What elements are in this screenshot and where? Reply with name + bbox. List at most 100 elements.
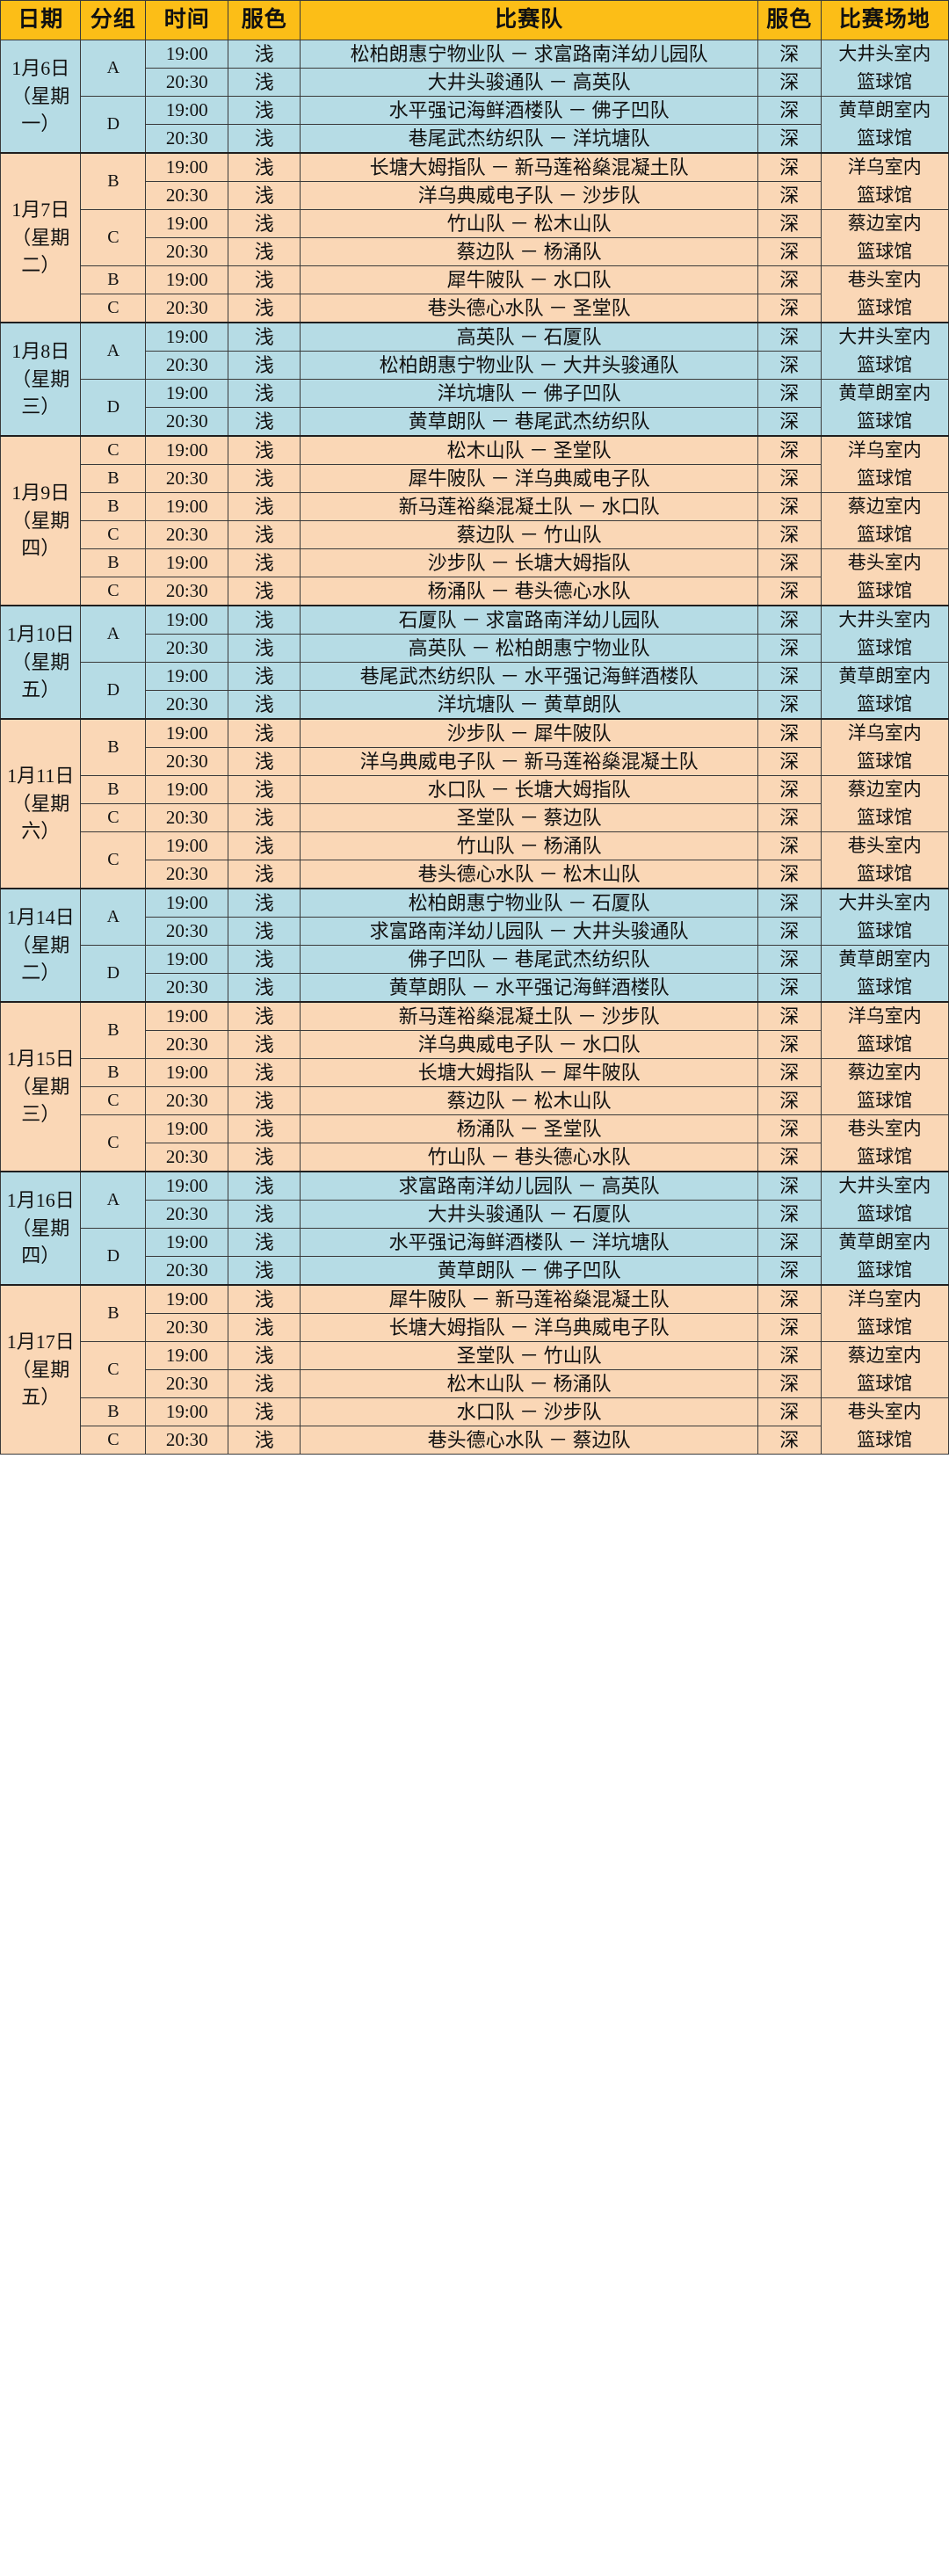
match-cell: 石厦队 － 求富路南洋幼儿园队 <box>300 605 758 635</box>
group-cell: C <box>80 1086 147 1115</box>
date-cell: 1月8日 （星期三） <box>0 322 82 437</box>
away-kit-color-cell: 深 <box>757 1426 822 1455</box>
table-row: 20:30 浅长塘大姆指队 － 洋乌典威电子队深 <box>1 1313 949 1342</box>
table-row: 1月16日 （星期四） A 19:00 浅求富路南洋幼儿园队 － 高英队深大井头室内 篮球… <box>0 1171 949 1286</box>
table-row: D 19:00 浅洋坑塘队 － 佛子凹队深黄草朗室内 篮球馆 <box>1 379 949 437</box>
match-cell: 高英队 － 石厦队 <box>300 322 758 352</box>
match-cell: 犀牛陂队 － 水口队 <box>300 265 758 294</box>
group-cell: C <box>80 520 147 549</box>
match-cell: 松木山队 － 圣堂队 <box>300 435 758 466</box>
time-cell: 20:30 <box>145 1030 229 1059</box>
home-kit-color-cell: 浅 <box>228 237 301 266</box>
away-kit-color-cell: 深 <box>757 1030 822 1059</box>
time-cell: 19:00 <box>145 96 229 125</box>
away-kit-color-cell: 深 <box>757 1228 822 1257</box>
time-cell: 19:00 <box>145 945 229 974</box>
home-kit-color-cell: 浅 <box>228 917 301 946</box>
match-cell: 大井头骏通队 － 石厦队 <box>300 1200 758 1229</box>
date-cell: 1月6日 （星期一） <box>0 40 82 154</box>
column-header-home-color: 服色 <box>228 0 301 40</box>
table-row: B 20:30 浅犀牛陂队 － 洋乌典威电子队深 <box>1 464 949 493</box>
away-kit-color-cell: 深 <box>757 662 822 691</box>
match-cell: 佛子凹队 － 巷尾武杰纺织队 <box>300 945 758 974</box>
column-header-time: 时间 <box>145 0 229 40</box>
table-row: 20:30 浅巷尾武杰纺织队 － 洋坑塘队深 <box>1 123 949 154</box>
venue-cell: 蔡边室内 篮球馆 <box>820 775 949 832</box>
home-kit-color-cell: 浅 <box>228 576 301 606</box>
match-cell: 巷头德心水队 － 松木山队 <box>300 859 758 889</box>
table-row: 20:30 浅黄草朗队 － 巷尾武杰纺织队深 <box>1 406 949 437</box>
home-kit-color-cell: 浅 <box>228 1171 301 1201</box>
group-cell: A <box>80 40 147 97</box>
match-cell: 黄草朗队 － 巷尾武杰纺织队 <box>300 406 758 437</box>
time-cell: 19:00 <box>145 492 229 521</box>
table-row: C 19:00 浅圣堂队 － 竹山队深蔡边室内 篮球馆 <box>1 1341 949 1398</box>
match-cell: 水口队 － 沙步队 <box>300 1397 758 1426</box>
match-schedule-table: 日期 分组 时间 服色 比赛队 服色 比赛场地 1月6日 （星期一） A 19:00 浅… <box>0 0 949 1455</box>
away-kit-color-cell: 深 <box>757 576 822 606</box>
home-kit-color-cell: 浅 <box>228 520 301 549</box>
time-cell: 20:30 <box>145 1426 229 1455</box>
match-cell: 水平强记海鲜酒楼队 － 洋坑塘队 <box>300 1228 758 1257</box>
time-cell: 20:30 <box>145 859 229 889</box>
table-row: 20:30 浅黄草朗队 － 佛子凹队深 <box>1 1255 949 1286</box>
table-row: C 20:30 浅杨涌队 － 巷头德心水队深 <box>1 576 949 606</box>
away-kit-color-cell: 深 <box>757 718 822 749</box>
home-kit-color-cell: 浅 <box>228 1114 301 1143</box>
away-kit-color-cell: 深 <box>757 209 822 238</box>
group-cell: D <box>80 945 147 1003</box>
home-kit-color-cell: 浅 <box>228 831 301 860</box>
away-kit-color-cell: 深 <box>757 181 822 210</box>
venue-cell: 大井头室内 篮球馆 <box>820 1171 949 1229</box>
away-kit-color-cell: 深 <box>757 1313 822 1342</box>
group-cell: B <box>80 492 147 521</box>
match-cell: 杨涌队 － 巷头德心水队 <box>300 576 758 606</box>
venue-cell: 蔡边室内 篮球馆 <box>820 492 949 549</box>
home-kit-color-cell: 浅 <box>228 945 301 974</box>
match-cell: 新马莲裕燊混凝土队 － 水口队 <box>300 492 758 521</box>
group-cell: B <box>80 265 147 294</box>
time-cell: 19:00 <box>145 662 229 691</box>
venue-cell: 黄草朗室内 篮球馆 <box>820 379 949 437</box>
group-cell: C <box>80 209 147 266</box>
home-kit-color-cell: 浅 <box>228 322 301 352</box>
match-cell: 长塘大姆指队 － 新马莲裕燊混凝土队 <box>300 152 758 183</box>
group-cell: C <box>80 435 147 466</box>
away-kit-color-cell: 深 <box>757 634 822 663</box>
match-cell: 巷尾武杰纺织队 － 水平强记海鲜酒楼队 <box>300 662 758 691</box>
time-cell: 20:30 <box>145 123 229 154</box>
venue-cell: 巷头室内 篮球馆 <box>820 1397 949 1455</box>
group-cell: C <box>80 1114 147 1172</box>
venue-cell: 黄草朗室内 篮球馆 <box>820 662 949 720</box>
away-kit-color-cell: 深 <box>757 888 822 918</box>
home-kit-color-cell: 浅 <box>228 1058 301 1087</box>
time-cell: 20:30 <box>145 972 229 1003</box>
time-cell: 19:00 <box>145 1171 229 1201</box>
table-row: 20:30 浅大井头骏通队 － 高英队深 <box>1 68 949 97</box>
time-cell: 20:30 <box>145 1313 229 1342</box>
header-row: 日期 分组 时间 服色 比赛队 服色 比赛场地 <box>0 0 949 40</box>
away-kit-color-cell: 深 <box>757 1142 822 1172</box>
venue-cell: 大井头室内 篮球馆 <box>820 888 949 946</box>
table-row: B 19:00 浅沙步队 － 长塘大姆指队深巷头室内 篮球馆 <box>1 548 949 606</box>
home-kit-color-cell: 浅 <box>228 1200 301 1229</box>
home-kit-color-cell: 浅 <box>228 747 301 776</box>
date-label: 1月11日 （星期六） <box>7 764 75 843</box>
away-kit-color-cell: 深 <box>757 40 822 69</box>
table-row: 1月9日 （星期四） C 19:00 浅松木山队 － 圣堂队深洋乌室内 篮球馆 <box>0 435 949 606</box>
group-cell: C <box>80 1426 147 1455</box>
time-cell: 20:30 <box>145 1200 229 1229</box>
venue-cell: 洋乌室内 篮球馆 <box>820 718 949 776</box>
table-row: B 19:00 浅犀牛陂队 － 水口队深巷头室内 篮球馆 <box>1 265 949 323</box>
time-cell: 19:00 <box>145 322 229 352</box>
time-cell: 19:00 <box>145 435 229 466</box>
venue-cell: 洋乌室内 篮球馆 <box>820 1284 949 1342</box>
column-header-away-color: 服色 <box>757 0 822 40</box>
home-kit-color-cell: 浅 <box>228 181 301 210</box>
table-row: 20:30 浅高英队 － 松柏朗惠宁物业队深 <box>1 634 949 663</box>
time-cell: 19:00 <box>145 1114 229 1143</box>
table-body: 1月6日 （星期一） A 19:00 浅松柏朗惠宁物业队 － 求富路南洋幼儿园队深大井头… <box>0 40 949 1455</box>
away-kit-color-cell: 深 <box>757 322 822 352</box>
home-kit-color-cell: 浅 <box>228 605 301 635</box>
match-cell: 大井头骏通队 － 高英队 <box>300 68 758 97</box>
